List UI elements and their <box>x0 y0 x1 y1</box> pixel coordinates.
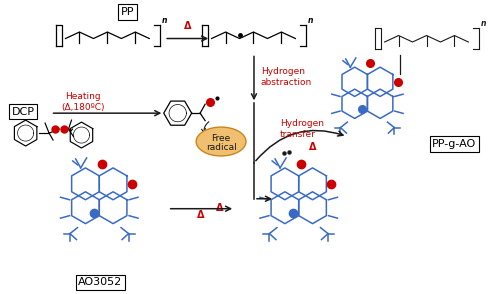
Text: AO3052: AO3052 <box>78 277 122 287</box>
Text: radical: radical <box>206 143 236 153</box>
Text: Hydrogen
abstraction: Hydrogen abstraction <box>261 67 312 87</box>
Ellipse shape <box>196 127 246 156</box>
Text: DCP: DCP <box>12 107 34 117</box>
Text: PP: PP <box>121 7 134 17</box>
Text: Δ: Δ <box>216 203 224 213</box>
Text: Δ: Δ <box>308 142 316 152</box>
Text: Hydrogen
transfer: Hydrogen transfer <box>280 119 324 139</box>
Text: n: n <box>162 16 167 25</box>
Text: PP-g-AO: PP-g-AO <box>432 139 476 149</box>
Text: Δ: Δ <box>198 210 205 220</box>
Text: n: n <box>308 16 313 25</box>
Text: Heating: Heating <box>65 92 101 101</box>
Text: n: n <box>481 19 486 28</box>
Text: (Δ,180ºC): (Δ,180ºC) <box>61 103 104 112</box>
Text: Δ: Δ <box>184 21 192 31</box>
Text: Free: Free <box>212 133 231 143</box>
